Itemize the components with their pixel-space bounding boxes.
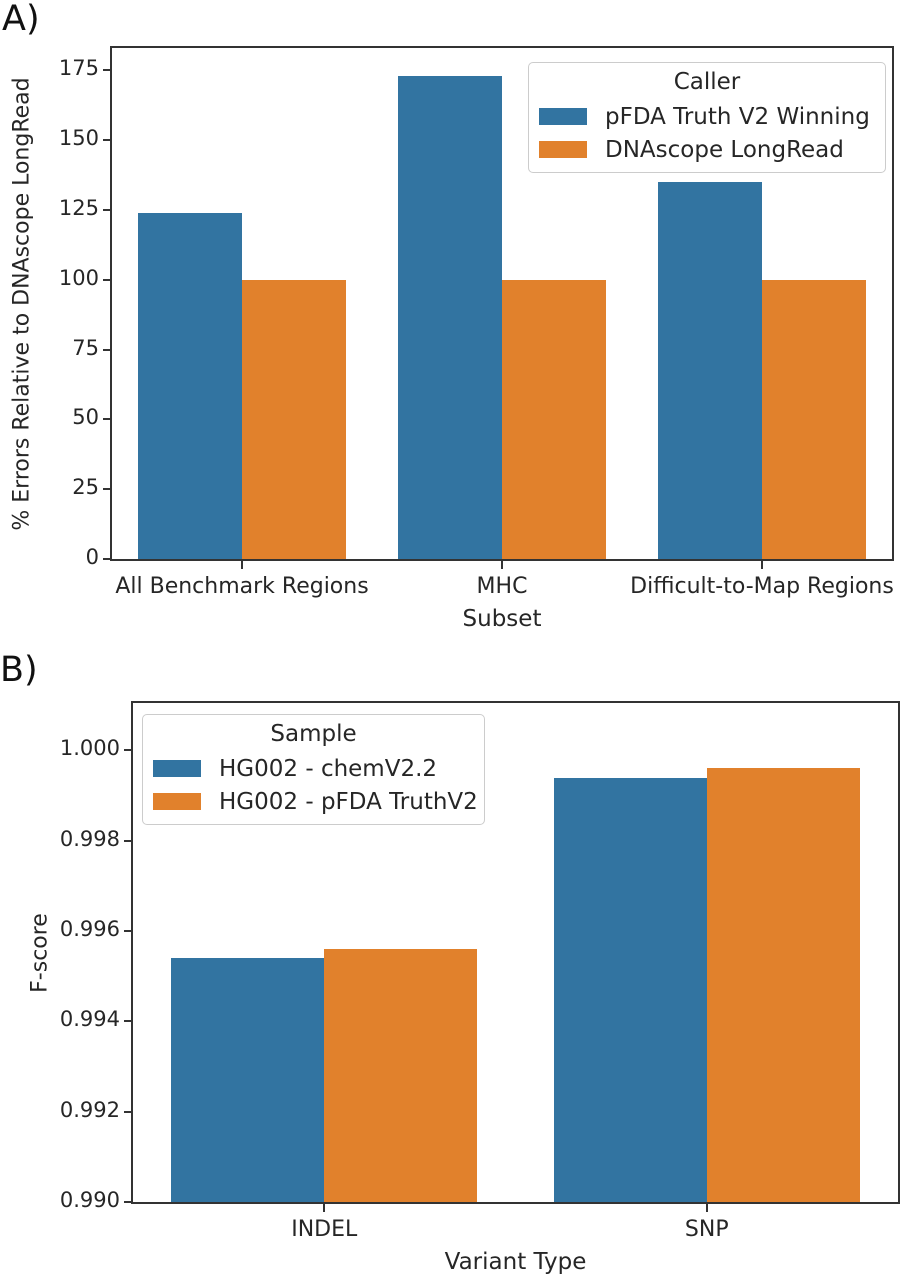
plot-area [110, 46, 894, 561]
legend: Caller pFDA Truth V2 Winning DNAscope Long… [528, 62, 886, 173]
y-axis-label: F-score [27, 912, 53, 993]
bar-pfda-truth-v2-winning-mhc [398, 75, 502, 559]
y-tick-mark [124, 839, 133, 842]
y-tick-label: 0.990 [59, 1188, 120, 1212]
bar-pfda-truth-v2-winning-all-benchmark-regions [138, 212, 242, 559]
y-tick-mark [103, 488, 112, 491]
y-tick-label: 0.994 [59, 1007, 120, 1032]
legend-row: DNAscope LongRead [539, 137, 875, 163]
y-tick-mark [103, 348, 112, 351]
x-tick-label: Difficult-to-Map Regions [630, 574, 894, 599]
panel-label-a: A) [2, 0, 40, 39]
legend-swatch-pfda-truth-v2-winning [539, 108, 587, 126]
bar-hg002-pfda-truthv2-snp [706, 768, 860, 1202]
y-tick-mark [103, 418, 112, 421]
y-tick-mark [103, 69, 112, 72]
legend-title: Caller [673, 69, 741, 95]
x-axis-label: Variant Type [444, 1249, 587, 1275]
x-tick-mark [323, 1204, 326, 1212]
legend-swatch-hg002-chemv2-2 [153, 760, 201, 778]
y-tick-label: 50 [72, 405, 99, 430]
x-tick-mark [241, 561, 243, 569]
panel-label-b: B) [0, 650, 38, 690]
y-tick-mark [124, 1110, 133, 1113]
legend-row: HG002 - pFDA TruthV2 [153, 789, 478, 815]
x-tick-mark [705, 1204, 708, 1212]
legend-row: pFDA Truth V2 Winning [539, 104, 875, 130]
y-tick-mark [103, 278, 112, 281]
legend-swatch-hg002-pfda-truthv2 [153, 793, 201, 811]
legend: Sample HG002 - chemV2.2 HG002 - pFDA Truth… [142, 714, 485, 825]
bar-pfda-truth-v2-winning-difficult-to-map-regions [658, 182, 762, 559]
y-tick-label: 0.996 [59, 917, 120, 942]
y-tick-mark [103, 558, 112, 560]
x-tick-label: SNP [684, 1217, 729, 1242]
bar-hg002-chemv2-2-snp [553, 777, 707, 1202]
legend-entry-label: pFDA Truth V2 Winning [605, 103, 870, 130]
y-tick-mark [103, 139, 112, 142]
y-tick-label: 150 [58, 126, 99, 151]
y-tick-label: 100 [58, 265, 99, 290]
y-tick-label: 1.000 [59, 736, 120, 761]
x-tick-label: All Benchmark Regions [115, 574, 369, 599]
bar-hg002-chemv2-2-indel [171, 958, 325, 1202]
y-tick-label: 25 [72, 475, 99, 500]
x-tick-mark [501, 561, 503, 569]
bar-hg002-pfda-truthv2-indel [324, 949, 478, 1202]
legend-title: Sample [270, 721, 357, 747]
y-tick-label: 125 [58, 195, 99, 220]
bar-dnascope-longread-mhc [502, 279, 606, 559]
bar-dnascope-longread-all-benchmark-regions [242, 279, 346, 559]
plot-area [131, 701, 900, 1204]
legend-row: HG002 - chemV2.2 [153, 756, 474, 782]
x-tick-label: INDEL [291, 1217, 358, 1242]
y-tick-label: 0 [85, 545, 99, 569]
legend-swatch-dnascope-longread [539, 141, 587, 159]
x-axis-label: Subset [462, 606, 542, 632]
legend-entry-label: DNAscope LongRead [605, 136, 844, 163]
y-tick-mark [124, 749, 133, 752]
x-tick-mark [761, 561, 763, 569]
y-tick-label: 0.998 [59, 826, 120, 851]
y-tick-label: 75 [72, 335, 99, 360]
y-axis-label: % Errors Relative to DNAscope LongRead [9, 76, 35, 531]
legend-entry-label: HG002 - pFDA TruthV2 [219, 788, 478, 815]
y-tick-mark [124, 1201, 133, 1203]
y-tick-mark [124, 1020, 133, 1023]
y-tick-mark [124, 930, 133, 933]
bar-dnascope-longread-difficult-to-map-regions [762, 279, 866, 559]
y-tick-label: 0.992 [59, 1097, 120, 1122]
legend-entry-label: HG002 - chemV2.2 [219, 755, 438, 782]
y-tick-label: 175 [58, 56, 99, 81]
x-tick-label: MHC [476, 574, 528, 599]
y-tick-mark [103, 208, 112, 211]
